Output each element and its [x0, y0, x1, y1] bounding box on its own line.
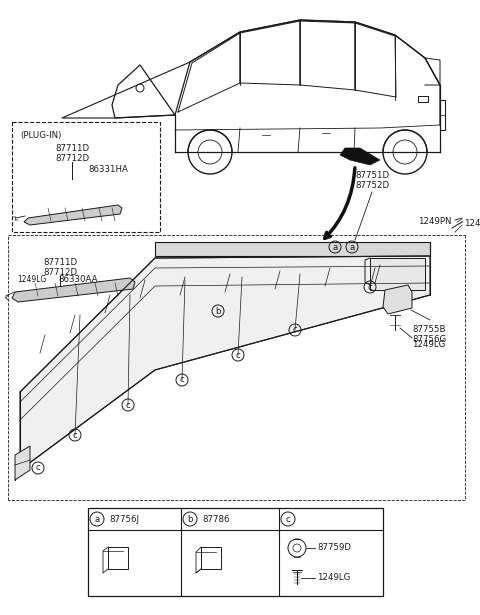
Text: 87786: 87786 — [202, 515, 229, 523]
Text: 1249LG: 1249LG — [412, 340, 445, 349]
Polygon shape — [12, 278, 135, 302]
Text: c: c — [236, 351, 240, 360]
Polygon shape — [24, 205, 122, 225]
Text: a: a — [332, 242, 337, 252]
Bar — [108, 547, 128, 569]
Polygon shape — [155, 242, 430, 256]
Text: 1249LG: 1249LG — [17, 275, 47, 284]
Text: c: c — [36, 464, 40, 472]
Text: b: b — [187, 515, 193, 523]
Text: 87711D
87712D: 87711D 87712D — [55, 144, 89, 164]
Text: 87711D
87712D: 87711D 87712D — [43, 258, 77, 277]
Text: 87751D
87752D: 87751D 87752D — [355, 170, 389, 190]
Polygon shape — [15, 446, 30, 480]
Text: 1249PN: 1249PN — [419, 218, 452, 226]
Text: 1249LG: 1249LG — [317, 574, 350, 582]
Text: c: c — [72, 430, 77, 440]
Bar — [88, 508, 383, 596]
Text: 87759D: 87759D — [317, 544, 351, 552]
Text: 86331HA: 86331HA — [88, 165, 128, 175]
Text: 87755B
87756G: 87755B 87756G — [412, 325, 446, 344]
Text: a: a — [95, 515, 100, 523]
Text: 86330AA: 86330AA — [58, 275, 97, 284]
Text: c: c — [293, 325, 298, 335]
Polygon shape — [340, 148, 380, 165]
Text: c: c — [368, 282, 372, 292]
Text: 87756J: 87756J — [109, 515, 139, 523]
Text: a: a — [349, 242, 355, 252]
Polygon shape — [20, 256, 430, 470]
Polygon shape — [383, 285, 412, 314]
Text: c: c — [126, 400, 131, 410]
Bar — [370, 258, 425, 290]
Text: (PLUG-IN): (PLUG-IN) — [20, 131, 61, 140]
Text: b: b — [215, 306, 221, 315]
Bar — [201, 547, 221, 569]
Text: 1249PN: 1249PN — [464, 220, 480, 229]
Text: c: c — [286, 515, 290, 523]
Text: c: c — [180, 376, 184, 384]
